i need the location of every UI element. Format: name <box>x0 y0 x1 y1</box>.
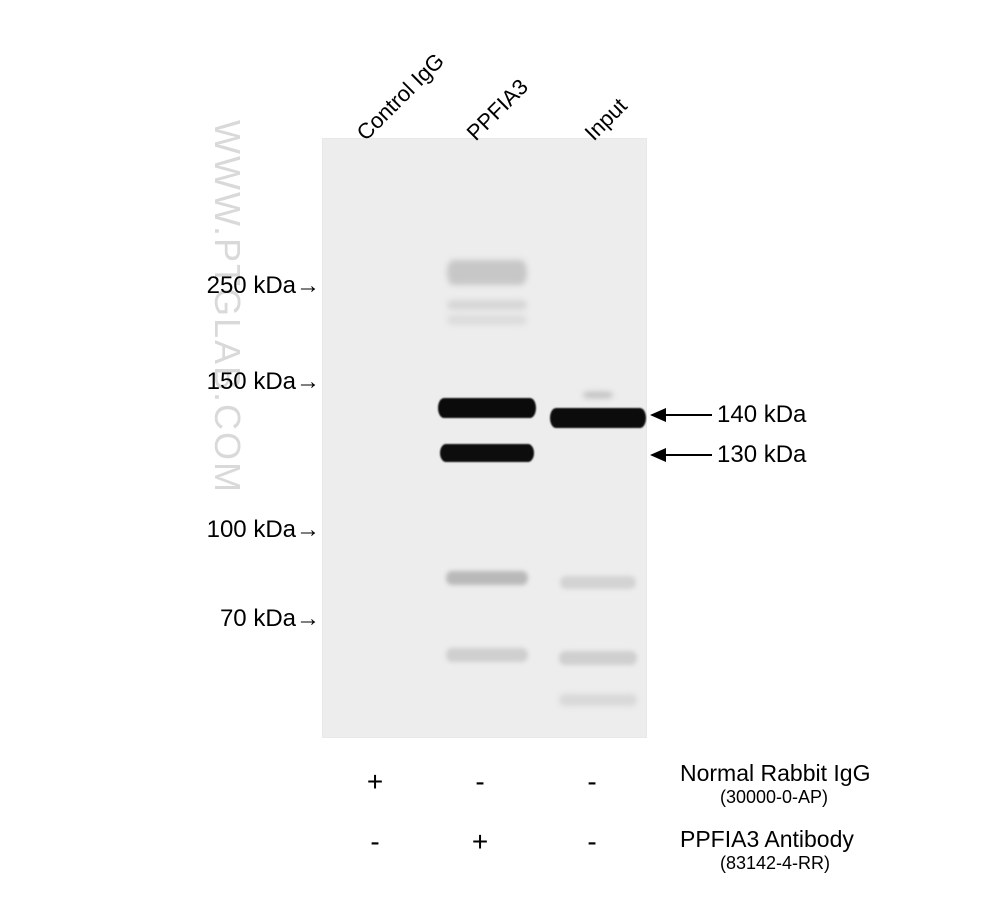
condition-ppfia3-row1: + <box>468 826 492 858</box>
band-input-9 <box>559 651 637 665</box>
lane-label-ppfia3: PPFIA3 <box>462 74 534 146</box>
band-input-8 <box>560 576 636 589</box>
condition-control-row0: + <box>363 766 387 798</box>
condition-input-row1: - <box>580 826 604 858</box>
arrow-line-observed-0 <box>664 414 712 416</box>
condition-input-row0: - <box>580 766 604 798</box>
antibody-catalog-0: (30000-0-AP) <box>720 787 828 808</box>
antibody-label-0: Normal Rabbit IgG <box>680 760 870 787</box>
band-input-5 <box>550 408 646 428</box>
condition-control-row1: - <box>363 826 387 858</box>
western-blot-figure: WWW.PTGLAB.COM Control IgG PPFIA3 Input … <box>0 0 1000 903</box>
mw-marker-70: 70 kDa→ <box>220 605 320 633</box>
observed-band-label-1: 130 kDa <box>717 441 806 469</box>
band-ppfia3-4 <box>440 444 534 462</box>
arrow-line-observed-1 <box>664 454 712 456</box>
observed-band-label-0: 140 kDa <box>717 401 806 429</box>
antibody-catalog-1: (83142-4-RR) <box>720 853 830 874</box>
watermark-text: WWW.PTGLAB.COM <box>206 120 248 494</box>
band-ppfia3-1 <box>447 300 527 310</box>
condition-ppfia3-row0: - <box>468 766 492 798</box>
mw-marker-150: 150 kDa→ <box>207 368 320 396</box>
band-ppfia3-0 <box>447 260 527 285</box>
band-ppfia3-2 <box>447 315 527 325</box>
lane-label-control-igg: Control IgG <box>352 48 450 146</box>
band-ppfia3-3 <box>438 398 536 418</box>
band-ppfia3-6 <box>446 571 528 585</box>
band-input-10 <box>559 694 637 706</box>
band-input-11 <box>583 392 613 398</box>
band-ppfia3-7 <box>446 648 528 662</box>
antibody-label-1: PPFIA3 Antibody <box>680 826 854 853</box>
mw-marker-100: 100 kDa→ <box>207 516 320 544</box>
mw-marker-250: 250 kDa→ <box>207 272 320 300</box>
